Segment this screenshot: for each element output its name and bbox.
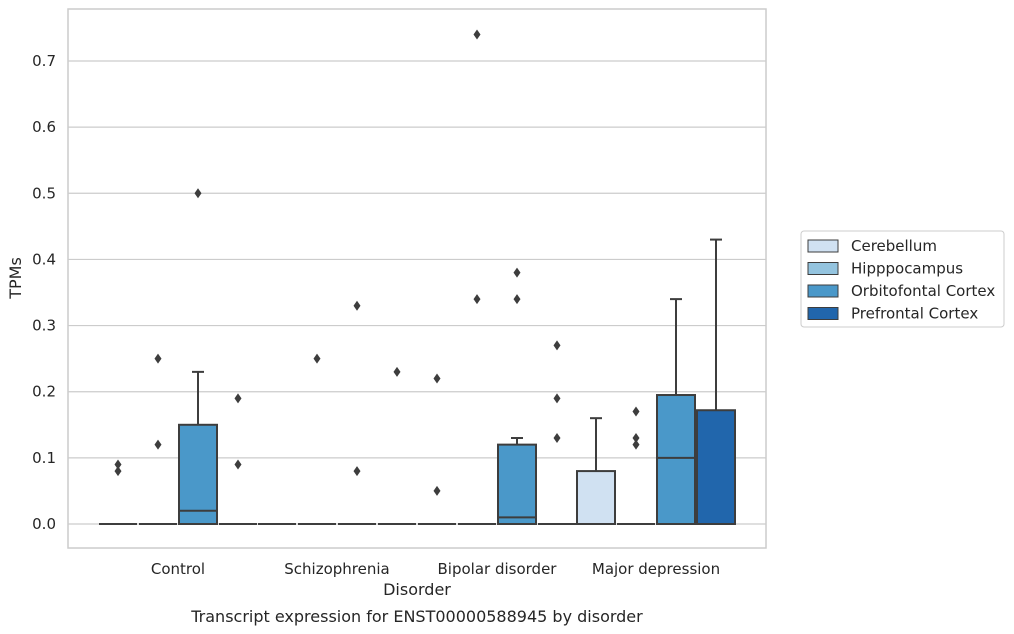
outlier-point (234, 393, 242, 404)
box (99, 459, 137, 525)
box-body (178, 423, 218, 525)
box-body (656, 394, 696, 525)
outlier-point (632, 433, 640, 444)
outlier-point (632, 439, 640, 450)
outlier-point (353, 300, 361, 311)
box (139, 353, 177, 525)
outlier-point (154, 439, 162, 450)
box-body (696, 409, 736, 525)
x-axis-ticks: Control Schizophrenia Bipolar disorder Majo… (151, 560, 720, 578)
x-tick-label: Schizophrenia (284, 560, 389, 578)
series-cerebellum (99, 373, 616, 526)
outlier-point (473, 294, 481, 305)
series-orbitofontal-cortex (178, 188, 696, 525)
plot-frame (67, 8, 767, 549)
legend-item: Prefrontal Cortex (807, 305, 978, 323)
y-tick-label: 0.3 (32, 317, 56, 335)
box (458, 29, 496, 525)
series-prefrontal-cortex (219, 238, 736, 525)
x-tick-label: Major depression (592, 560, 720, 578)
outlier-point (114, 459, 122, 470)
box (576, 417, 616, 526)
box-body (497, 443, 537, 525)
box (418, 373, 456, 525)
outlier-point (353, 466, 361, 477)
outlier-point (473, 29, 481, 40)
outlier-point (154, 353, 162, 364)
box (219, 393, 257, 525)
y-tick-label: 0.6 (32, 118, 56, 136)
outlier-point (313, 353, 321, 364)
outlier-point (553, 340, 561, 351)
outlier-point (194, 188, 202, 199)
box-body (576, 470, 616, 526)
chart-caption: Transcript expression for ENST0000058894… (190, 607, 643, 626)
plot-series (99, 29, 736, 526)
box (338, 300, 376, 525)
y-tick-label: 0.5 (32, 184, 56, 202)
legend-swatch (807, 262, 839, 275)
legend-item: Orbitofontal Cortex (807, 282, 995, 300)
legend-label: Cerebellum (851, 237, 937, 255)
x-axis-label: Disorder (383, 580, 451, 599)
box (497, 267, 537, 525)
outlier-point (513, 267, 521, 278)
box (378, 366, 416, 525)
box (298, 353, 336, 525)
legend-swatch (807, 307, 839, 320)
x-tick-label: Control (151, 560, 205, 578)
y-axis-label: TPMs (6, 257, 25, 300)
outlier-point (513, 294, 521, 305)
y-tick-label: 0.0 (32, 515, 56, 533)
outlier-point (234, 459, 242, 470)
x-tick-label: Bipolar disorder (438, 560, 558, 578)
legend-frame (800, 230, 1005, 328)
box (178, 188, 218, 525)
y-tick-label: 0.1 (32, 449, 56, 467)
legend-swatch (807, 239, 839, 253)
legend-label: Prefrontal Cortex (851, 305, 978, 323)
legend-swatch (807, 284, 839, 298)
outlier-point (553, 433, 561, 444)
series-hipppocampus (139, 29, 655, 525)
outlier-point (553, 393, 561, 404)
y-tick-label: 0.2 (32, 383, 56, 401)
y-axis-ticks: 0.0 0.1 0.2 0.3 0.4 0.5 0.6 0.7 (32, 52, 56, 533)
legend: Cerebellum Hipppocampus Orbitofontal Corte… (800, 230, 1005, 328)
outlier-point (433, 373, 441, 384)
legend-item: Hipppocampus (807, 260, 963, 278)
outlier-point (632, 406, 640, 417)
y-tick-label: 0.4 (32, 250, 56, 268)
y-tick-label: 0.7 (32, 52, 56, 70)
legend-label: Orbitofontal Cortex (851, 282, 995, 300)
legend-item: Cerebellum (807, 237, 937, 255)
legend-label: Hipppocampus (851, 260, 963, 278)
box (656, 298, 696, 525)
box (696, 238, 736, 525)
box (617, 406, 655, 525)
box (538, 340, 576, 525)
outlier-point (114, 466, 122, 477)
outlier-point (433, 485, 441, 496)
outlier-point (393, 366, 401, 377)
